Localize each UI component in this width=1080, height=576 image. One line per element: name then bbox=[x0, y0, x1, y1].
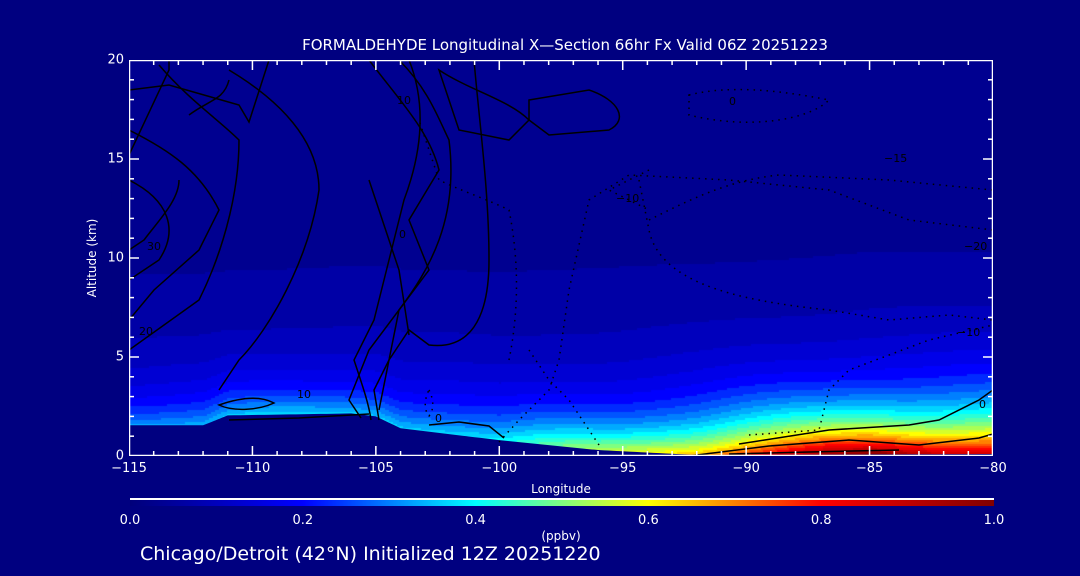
x-tick-label: −100 bbox=[481, 461, 518, 476]
colorbar-tick-label: 1.0 bbox=[983, 513, 1005, 528]
contour-line bbox=[528, 89, 621, 136]
colorbar-tick-label: 0.0 bbox=[119, 513, 141, 528]
contour-line bbox=[129, 60, 170, 156]
x-tick-label: −85 bbox=[855, 461, 884, 476]
contour-line bbox=[188, 79, 230, 116]
contour-line bbox=[424, 388, 434, 418]
y-tick-label: 0 bbox=[115, 448, 124, 464]
colorbar-units: (ppbv) bbox=[541, 529, 581, 543]
y-tick-label: 20 bbox=[107, 52, 124, 68]
y-tick-label: 5 bbox=[115, 349, 124, 365]
contour-line bbox=[738, 389, 993, 445]
x-tick-label: −80 bbox=[979, 461, 1007, 476]
contour-label: 10 bbox=[397, 94, 411, 107]
contour-labels: 10 0 30 20 10 0 0 −10 −15 −20 −10 0 bbox=[139, 94, 987, 425]
chart-title: FORMALDEHYDE Longitudinal X—Section 66hr… bbox=[302, 36, 828, 54]
contour-label: −10 bbox=[616, 192, 639, 205]
contour-line bbox=[129, 179, 180, 251]
contour-line bbox=[353, 60, 421, 421]
y-axis-label: Altitude (km) bbox=[85, 218, 99, 298]
plot-area: 10 0 30 20 10 0 0 −10 −15 −20 −10 0 bbox=[129, 60, 993, 456]
contour-overlay: 10 0 30 20 10 0 0 −10 −15 −20 −10 0 bbox=[129, 60, 993, 456]
contour-label: 0 bbox=[729, 95, 736, 108]
contour-line bbox=[638, 179, 993, 321]
contour-label: −20 bbox=[964, 240, 987, 253]
contour-line bbox=[688, 433, 993, 456]
contour-label: 20 bbox=[139, 325, 153, 338]
terrain-mask bbox=[129, 413, 993, 456]
contour-label: 0 bbox=[435, 412, 442, 425]
contour-label: 0 bbox=[399, 228, 406, 241]
footer-caption: Chicago/Detroit (42°N) Initialized 12Z 2… bbox=[140, 543, 601, 565]
contour-line bbox=[428, 421, 505, 439]
x-axis-label: Longitude bbox=[531, 482, 591, 496]
colorbar-tick-label: 0.6 bbox=[638, 513, 659, 528]
contour-line bbox=[217, 397, 276, 411]
contour-line bbox=[368, 179, 410, 336]
contour-label: 10 bbox=[297, 388, 311, 401]
contour-line bbox=[129, 129, 220, 321]
y-tick-label: 15 bbox=[107, 151, 124, 167]
colorbar-tick-label: 0.2 bbox=[292, 513, 314, 528]
negative-contours bbox=[418, 88, 993, 446]
positive-contours bbox=[129, 60, 993, 456]
contour-label: −15 bbox=[884, 152, 907, 165]
contour-line bbox=[129, 60, 270, 124]
contour-label: 0 bbox=[979, 398, 986, 411]
contour-line bbox=[129, 179, 170, 281]
contour-label: −10 bbox=[957, 326, 980, 339]
contour-line bbox=[378, 60, 452, 411]
contour-line bbox=[218, 69, 320, 391]
colorbar-tick-label: 0.4 bbox=[465, 513, 486, 528]
colorbar bbox=[130, 498, 994, 508]
x-tick-label: −90 bbox=[732, 461, 760, 476]
x-tick-label: −115 bbox=[111, 461, 147, 476]
colorbar-tick-label: 0.8 bbox=[810, 513, 832, 528]
axes-frame bbox=[129, 60, 993, 456]
contour-line bbox=[348, 60, 440, 419]
contour-line bbox=[648, 174, 993, 221]
contour-line bbox=[498, 174, 993, 443]
contour-line bbox=[228, 413, 370, 421]
contour-line bbox=[437, 68, 531, 141]
x-tick-label: −105 bbox=[357, 461, 394, 476]
contour-label: 30 bbox=[147, 240, 161, 253]
concentration-field bbox=[129, 60, 993, 456]
x-tick-label: −95 bbox=[608, 461, 637, 476]
contour-line bbox=[373, 60, 490, 421]
y-tick-label: 10 bbox=[107, 250, 124, 266]
x-tick-label: −110 bbox=[234, 461, 271, 476]
contour-line bbox=[129, 64, 240, 351]
